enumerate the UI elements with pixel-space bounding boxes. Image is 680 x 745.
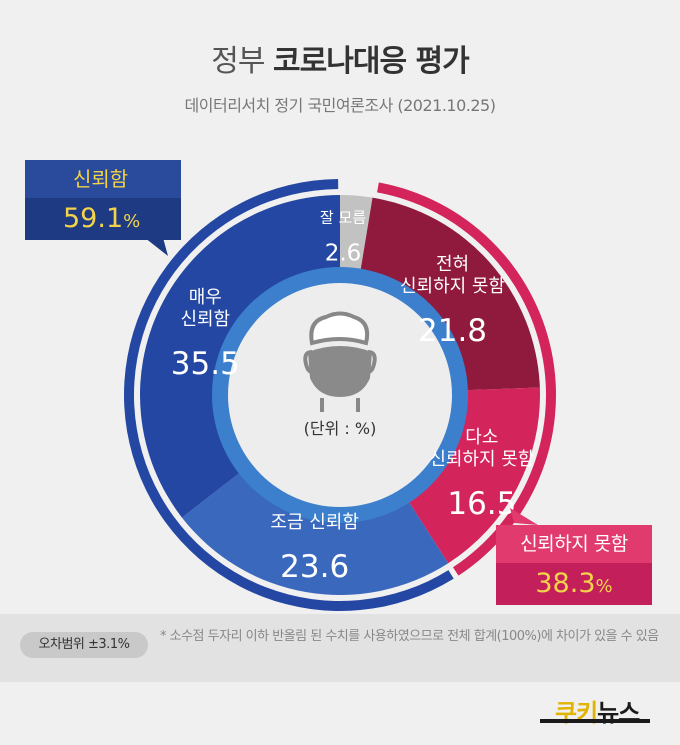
footnote: * 소수점 두자리 이하 반올림 된 수치를 사용하였으므로 전체 합계(100… (160, 629, 659, 644)
slice-label-1: 전혀 신뢰하지 못함 (400, 254, 505, 297)
slice-value-2: 16.5 (447, 486, 516, 522)
page-subtitle: 데이터리서치 정기 국민여론조사 (2021.10.25) (184, 96, 496, 115)
donut-chart: 잘 모름 2.6 전혀 신뢰하지 못함 21.8 다소 신뢰하지 못함 16.5 조금 신뢰함 2… (123, 179, 556, 611)
title-bold: 코로나대응 평가 (273, 44, 470, 79)
callout-distrust-number: 38.3 (535, 568, 596, 599)
callout-trust-unit: % (123, 211, 141, 232)
callout-trust: 신뢰함 59.1% (25, 160, 181, 240)
slice-label-0: 잘 모름 (320, 209, 366, 227)
callout-trust-number: 59.1 (63, 203, 124, 234)
donut-slices (140, 195, 541, 595)
callout-trust-value: 59.1% (25, 198, 181, 240)
slice-labels: 잘 모름 2.6 전혀 신뢰하지 못함 21.8 다소 신뢰하지 못함 16.5 조금 신뢰함 2… (171, 209, 535, 585)
slice-3 (181, 471, 449, 595)
slice-value-1: 21.8 (418, 313, 487, 349)
slice-2 (407, 387, 541, 564)
person-mask-icon (303, 311, 377, 412)
slice-value-4: 35.5 (171, 346, 240, 382)
callout-distrust-value: 38.3% (496, 563, 652, 605)
unit-label: (단위 : %) (304, 419, 377, 438)
slice-1 (360, 197, 540, 391)
logo-underline (540, 719, 650, 723)
slice-value-3: 23.6 (280, 549, 349, 585)
slice-label-3: 조금 신뢰함 (270, 512, 359, 533)
callout-distrust-label: 신뢰하지 못함 (496, 525, 652, 563)
callout-distrust: 신뢰하지 못함 38.3% (496, 525, 652, 605)
slice-4 (140, 195, 340, 518)
slice-value-0: 2.6 (325, 241, 362, 267)
callout-distrust-unit: % (595, 576, 613, 597)
title-prefix: 정부 (211, 44, 265, 79)
callout-trust-label: 신뢰함 (25, 160, 181, 198)
slice-label-4: 매우 신뢰함 (180, 287, 230, 330)
margin-of-error-badge: 오차범위 ±3.1% (20, 632, 148, 658)
page-title: 정부 코로나대응 평가 (0, 36, 680, 80)
slice-label-2: 다소 신뢰하지 못함 (429, 427, 534, 470)
slice-0 (340, 195, 373, 272)
callout-right-pointer (510, 508, 538, 525)
